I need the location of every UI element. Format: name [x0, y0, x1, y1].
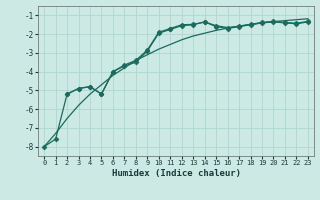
X-axis label: Humidex (Indice chaleur): Humidex (Indice chaleur) [111, 169, 241, 178]
